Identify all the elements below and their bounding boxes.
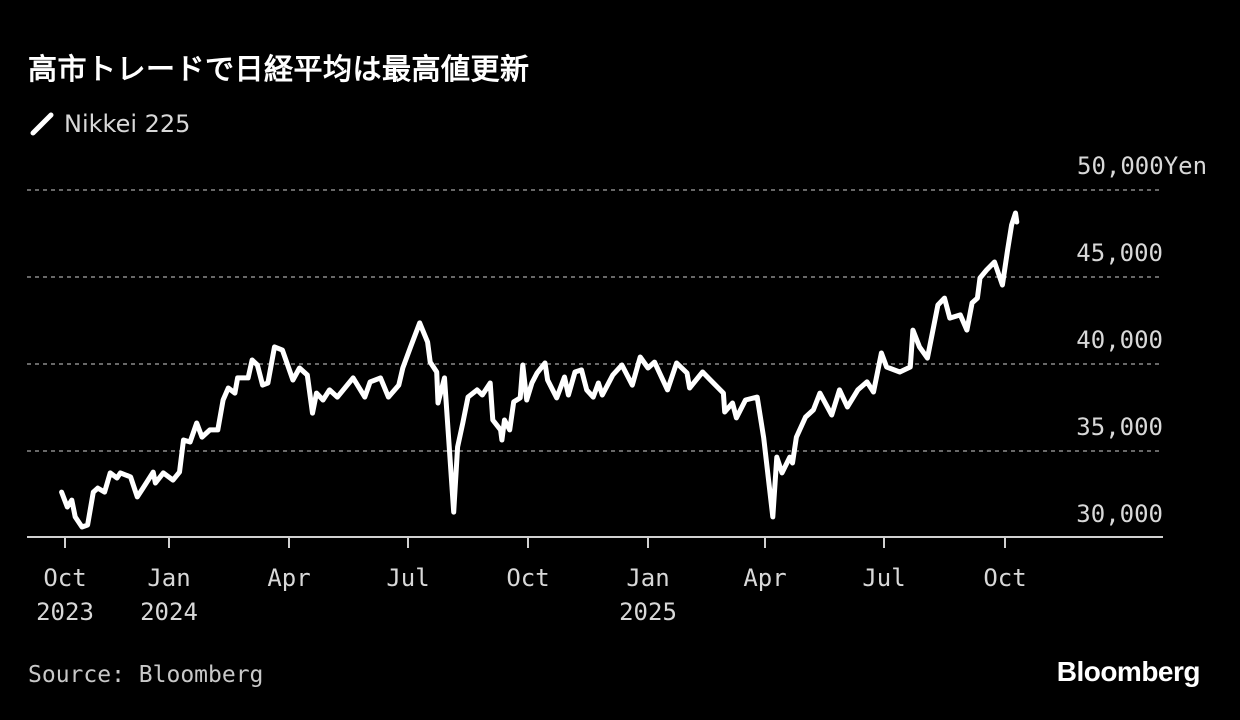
y-tick-label: 35,000 — [1076, 413, 1163, 441]
legend-label: Nikkei 225 — [64, 110, 191, 138]
x-tick-label: Jan — [626, 564, 669, 592]
gridlines — [27, 189, 1163, 452]
chart-title: 高市トレードで日経平均は最高値更新 — [28, 52, 530, 86]
legend: Nikkei 225 — [30, 110, 190, 138]
series-line-nikkei-225 — [59, 210, 1020, 530]
x-tick-year: 2023 — [36, 598, 94, 626]
x-tick-year: 2025 — [619, 598, 677, 626]
x-tick-label: Oct — [983, 564, 1026, 592]
y-tick-label: 30,000 — [1076, 500, 1163, 528]
x-tick-year: 2024 — [140, 598, 198, 626]
y-tick-label: 45,000 — [1076, 239, 1163, 267]
line-swatch-icon — [30, 112, 54, 136]
x-tick-label: Oct — [506, 564, 549, 592]
x-tick-label: Jul — [386, 564, 429, 592]
y-axis-labels: 30,000 35,000 40,000 45,000 50,000Yen — [1076, 152, 1207, 528]
source-note: Source: Bloomberg — [28, 662, 264, 688]
y-tick-label: 40,000 — [1076, 326, 1163, 354]
bloomberg-logo: Bloomberg — [1056, 656, 1201, 687]
x-tick-label: Apr — [267, 564, 310, 592]
y-tick-label: 50,000Yen — [1077, 152, 1207, 180]
x-tick-label: Jan — [147, 564, 190, 592]
x-tick-label: Oct — [43, 564, 86, 592]
x-axis-ticks: Oct 2023 Jan 2024 Apr Jul Oct Jan 2025 Apr Jul Oct — [36, 537, 1027, 626]
x-tick-label: Apr — [743, 564, 786, 592]
data-points — [61, 212, 1017, 528]
y-unit-label: Yen — [1164, 152, 1207, 180]
x-tick-label: Jul — [862, 564, 905, 592]
